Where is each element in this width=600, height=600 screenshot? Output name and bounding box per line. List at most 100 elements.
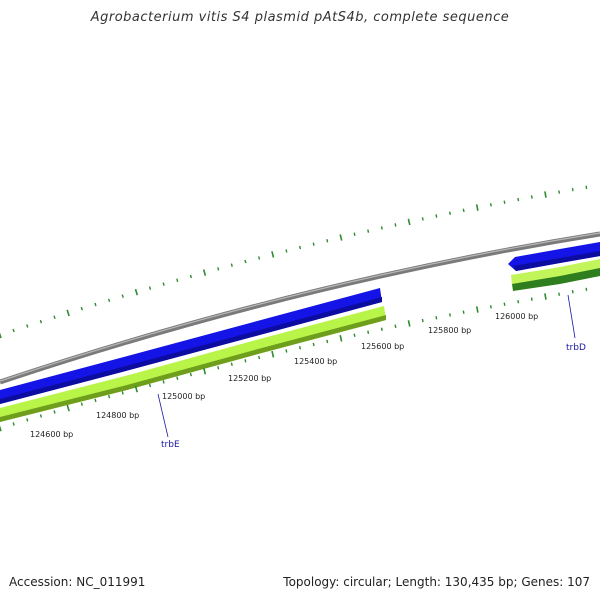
outer-scale-tick	[94, 302, 97, 307]
outer-scale-tick	[517, 197, 520, 202]
outer-scale-tick	[421, 217, 424, 221]
inner-scale-tick	[80, 402, 83, 406]
inner-scale-tick	[285, 349, 288, 353]
inner-scale-tick	[271, 350, 275, 358]
trbD-label-leader	[567, 294, 576, 339]
outer-scale-tick	[298, 245, 302, 250]
inner-scale-tick	[475, 306, 479, 313]
outer-scale-tick	[230, 263, 233, 267]
outer-scale-tick	[244, 259, 247, 264]
scale-label-124600: 124600 bp	[30, 430, 73, 439]
inner-scale-tick	[148, 383, 152, 388]
outer-tick-ring	[0, 185, 588, 339]
outer-scale-tick	[162, 282, 165, 286]
outer-scale-tick	[121, 294, 124, 298]
outer-scale-tick	[134, 288, 139, 296]
inner-scale-tick	[394, 324, 397, 329]
inner-scale-tick	[449, 313, 451, 317]
inner-scale-tick	[230, 362, 233, 366]
inner-scale-tick	[367, 330, 370, 334]
inner-tick-ring	[0, 287, 588, 432]
outer-scale-tick	[217, 267, 220, 271]
inner-scale-tick	[12, 422, 15, 426]
outer-scale-tick	[544, 191, 547, 198]
inner-scale-tick	[94, 398, 97, 403]
map-title: Agrobacterium vitis S4 plasmid pAtS4b, c…	[90, 10, 510, 25]
trbD-label[interactable]: trbD	[566, 343, 586, 353]
inner-scale-tick	[517, 299, 520, 304]
trbD-cds-shade	[513, 251, 600, 271]
inner-scale-tick	[0, 425, 2, 432]
trbE-feature[interactable]	[0, 288, 386, 422]
inner-scale-tick	[339, 335, 343, 342]
trbD-gene-dark-bar[interactable]	[512, 268, 600, 291]
scale-label-124800: 124800 bp	[96, 411, 139, 420]
inner-scale-tick	[462, 310, 465, 314]
outer-scale-tick	[449, 211, 451, 215]
outer-scale-tick	[558, 190, 561, 194]
outer-scale-tick	[202, 269, 207, 276]
inner-scale-tick	[258, 355, 261, 360]
outer-scale-tick	[489, 203, 492, 207]
outer-scale-tick	[0, 332, 2, 339]
outer-scale-tick	[353, 232, 356, 236]
outer-scale-tick	[312, 242, 315, 246]
outer-scale-tick	[435, 214, 438, 218]
backbone-line	[0, 231, 600, 385]
trbE-label-leader	[157, 393, 169, 438]
genome-summary-text: Topology: circular; Length: 130,435 bp; …	[283, 575, 590, 589]
scale-label-125400: 125400 bp	[294, 357, 337, 366]
inner-scale-tick	[530, 297, 533, 301]
outer-scale-tick	[339, 234, 343, 241]
outer-scale-tick	[503, 200, 506, 204]
scale-label-125800: 125800 bp	[428, 326, 471, 335]
trbE-label[interactable]: trbE	[161, 440, 180, 450]
outer-scale-tick	[326, 239, 329, 243]
inner-scale-tick	[203, 367, 207, 375]
inner-scale-tick	[585, 287, 588, 292]
inner-scale-tick	[53, 410, 56, 414]
outer-scale-tick	[80, 306, 83, 311]
outer-scale-tick	[66, 309, 70, 317]
trbE-cds-shade	[0, 297, 382, 404]
inner-scale-tick	[558, 292, 561, 296]
inner-scale-tick	[244, 359, 247, 363]
inner-scale-tick	[503, 302, 506, 306]
inner-scale-tick	[108, 394, 111, 399]
inner-scale-tick	[26, 418, 29, 422]
trbD-feature[interactable]	[508, 242, 600, 291]
outer-scale-tick	[530, 195, 533, 199]
inner-scale-tick	[189, 372, 192, 377]
inner-scale-tick	[162, 380, 165, 384]
inner-scale-tick	[326, 339, 329, 344]
trbE-gene-shade	[0, 315, 386, 422]
inner-scale-tick	[489, 305, 492, 309]
outer-scale-tick	[367, 229, 370, 233]
inner-scale-tick	[380, 327, 383, 331]
outer-scale-tick	[571, 187, 574, 192]
outer-scale-tick	[26, 324, 29, 328]
inner-scale-tick	[435, 316, 438, 320]
inner-scale-tick	[176, 376, 179, 380]
outer-scale-tick	[39, 319, 43, 324]
accession-text: Accession: NC_011991	[9, 575, 146, 589]
scale-label-125000: 125000 bp	[162, 392, 205, 401]
outer-scale-tick	[12, 328, 15, 333]
inner-scale-tick	[421, 318, 424, 323]
inner-scale-tick	[298, 346, 302, 350]
outer-scale-tick	[394, 223, 397, 227]
trbD-gene-bar[interactable]	[511, 259, 600, 285]
inner-scale-tick	[312, 342, 315, 347]
inner-scale-tick	[39, 414, 43, 418]
outer-scale-tick	[189, 274, 192, 279]
outer-scale-tick	[380, 226, 383, 230]
outer-scale-tick	[462, 208, 465, 213]
scale-label-126000: 126000 bp	[495, 312, 538, 321]
inner-scale-tick	[544, 293, 547, 300]
scale-label-125200: 125200 bp	[228, 374, 271, 383]
outer-scale-tick	[407, 218, 411, 226]
inner-scale-tick	[217, 366, 220, 370]
scale-label-125600: 125600 bp	[361, 342, 404, 351]
